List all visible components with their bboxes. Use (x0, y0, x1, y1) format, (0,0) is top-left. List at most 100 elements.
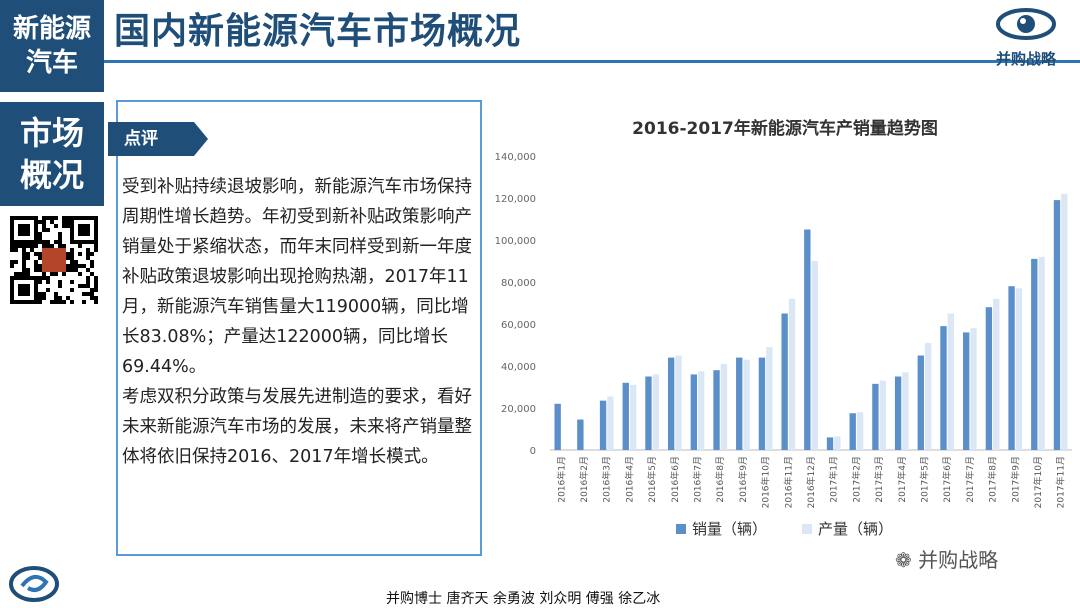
comment-panel (116, 100, 482, 556)
qr-code (10, 216, 98, 304)
section-tag-top-line1: 新能源 (12, 14, 91, 44)
bar-sales (985, 307, 993, 450)
bar-production (629, 384, 637, 450)
x-tick-label: 2017年1月 (828, 456, 840, 503)
x-tick-label: 2016年3月 (601, 456, 613, 503)
bar-production (902, 372, 909, 450)
bar-production (1038, 256, 1045, 450)
legend-label-sales: 销量（辆） (692, 520, 767, 538)
seal-stamp (42, 248, 66, 272)
y-tick-label: 80,000 (501, 278, 536, 289)
wechat-icon: ❁ (895, 548, 919, 572)
bar-production (947, 313, 955, 450)
comment-tag: 点评 (108, 122, 208, 156)
x-tick-label: 2016年8月 (714, 456, 726, 503)
x-tick-label: 2016年12月 (805, 456, 817, 508)
bar-sales (690, 374, 698, 450)
x-tick-label: 2017年8月 (987, 456, 999, 503)
bar-production (811, 261, 818, 450)
eye-icon (996, 8, 1056, 40)
legend-label-production: 产量（辆） (818, 520, 893, 538)
bar-sales (1008, 286, 1015, 450)
bar-sales (894, 376, 902, 450)
bar-production (856, 412, 864, 450)
bar-production (675, 355, 682, 450)
footer-authors: 并购博士 唐齐天 余勇波 刘众明 傅强 徐乙冰 (386, 591, 661, 607)
chart-panel: 2016-2017年新能源汽车产销量趋势图 0 20,000 40,000 60,000… (490, 100, 1080, 560)
section-tag-top: 新能源 汽车 (0, 0, 104, 92)
x-tick-label: 2016年7月 (692, 456, 704, 503)
legend-swatch-production (802, 524, 812, 534)
x-tick-label: 2017年2月 (850, 456, 862, 503)
x-tick-label: 2016年11月 (782, 456, 794, 508)
comment-paragraph: 考虑双积分政策与发展先进制造的要求，看好未来新能源汽车市场的发展，未来将产销量整… (122, 387, 472, 467)
bar-sales (917, 355, 924, 450)
bar-sales (599, 400, 607, 450)
watermark-text: 并购战略 (918, 548, 999, 572)
chart-title: 2016-2017年新能源汽车产销量趋势图 (632, 118, 938, 139)
bar-production (607, 396, 614, 450)
y-tick-label: 100,000 (495, 236, 536, 247)
x-tick-label: 2017年11月 (1055, 456, 1067, 508)
bar-production (743, 359, 750, 450)
bar-production (879, 380, 886, 450)
x-tick-label: 2017年3月 (873, 456, 885, 503)
bar-production (788, 298, 796, 450)
bar-sales (758, 357, 766, 450)
bar-production (970, 328, 977, 450)
bar-sales (826, 437, 834, 450)
brand-name: 并购战略 (995, 50, 1056, 68)
y-tick-label: 140,000 (495, 152, 536, 163)
y-tick-label: 60,000 (501, 320, 536, 331)
x-tick-label: 2016年1月 (555, 456, 567, 503)
header-divider (104, 60, 1080, 63)
bar-production (993, 298, 1000, 450)
bar-sales (872, 383, 879, 450)
x-tick-label: 2017年5月 (918, 456, 930, 503)
x-tick-label: 2016年9月 (737, 456, 749, 503)
bar-sales (849, 413, 856, 450)
x-tick-label: 2016年4月 (623, 456, 635, 503)
bar-sales (736, 357, 743, 450)
section-tag-side-line2: 概况 (19, 156, 84, 194)
bar-sales (577, 419, 584, 450)
section-tag-side-line1: 市场 (19, 114, 84, 152)
bar-production (834, 436, 841, 450)
bar-production (720, 363, 728, 450)
bar-sales (554, 403, 561, 450)
page-title: 国内新能源汽车市场概况 (114, 11, 522, 52)
x-tick-label: 2016年5月 (646, 456, 658, 503)
y-tick-label: 0 (530, 446, 536, 457)
bar-sales (804, 229, 811, 450)
bar-production (698, 371, 705, 450)
x-tick-label: 2017年10月 (1032, 456, 1044, 508)
y-tick-label: 120,000 (495, 194, 536, 205)
bar-sales (781, 313, 788, 450)
bar-sales (667, 357, 675, 450)
bar-sales (622, 382, 629, 450)
bar-production (1061, 193, 1068, 451)
bar-production (652, 374, 659, 450)
bar-production (924, 342, 932, 450)
x-tick-label: 2017年9月 (1009, 456, 1021, 503)
x-tick-label: 2017年6月 (941, 456, 953, 503)
x-tick-label: 2016年2月 (578, 456, 590, 503)
section-tag-top-line2: 汽车 (25, 48, 78, 78)
x-tick-label: 2016年10月 (760, 456, 772, 508)
legend-swatch-sales (676, 524, 686, 534)
y-tick-label: 40,000 (501, 362, 536, 373)
x-tick-label: 2017年7月 (964, 456, 976, 503)
bar-sales (963, 332, 970, 450)
footer-logo (8, 564, 60, 604)
bar-sales (645, 376, 652, 450)
x-tick-label: 2016年6月 (669, 456, 681, 503)
bar-production (1015, 288, 1023, 450)
comment-paragraph: 受到补贴持续退坡影响，新能源汽车市场保持周期性增长趋势。年初受到新补贴政策影响产… (122, 177, 472, 377)
section-tag-side: 市场 概况 (0, 102, 104, 206)
bar-sales (1053, 200, 1061, 450)
qr-code-image (10, 216, 98, 304)
bar-chart: 2016-2017年新能源汽车产销量趋势图 0 20,000 40,000 60,000… (495, 118, 1072, 538)
bar-sales (713, 370, 720, 450)
watermark: ❁ 并购战略 (895, 544, 998, 573)
brand-logo: 并购战略 (986, 6, 1066, 70)
